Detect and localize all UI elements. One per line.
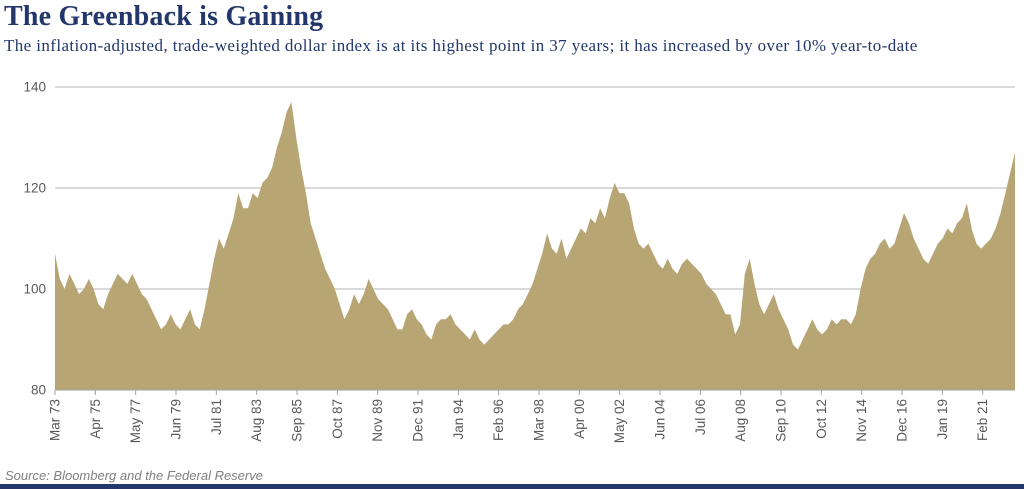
x-axis-label: Jul 06 — [693, 399, 708, 435]
x-axis-label: Apr 00 — [572, 399, 587, 439]
y-axis-label: 80 — [31, 383, 46, 398]
x-axis-label: Dec 91 — [411, 399, 426, 442]
x-axis-label: Sep 85 — [290, 399, 305, 442]
x-axis-label: May 02 — [612, 399, 627, 443]
x-axis-label: Aug 08 — [733, 399, 748, 442]
x-axis-label: Oct 87 — [330, 399, 345, 439]
x-axis-label: Oct 12 — [814, 399, 829, 439]
x-axis-label: Nov 14 — [854, 399, 869, 442]
x-axis-label: Jan 94 — [451, 399, 466, 440]
x-axis-label: Feb 21 — [975, 399, 990, 441]
x-axis-label: Nov 89 — [370, 399, 385, 442]
x-axis-label: Sep 10 — [774, 399, 789, 442]
x-axis-label: May 77 — [128, 399, 143, 443]
footer-accent-bar — [0, 484, 1024, 489]
chart-subtitle: The inflation-adjusted, trade-weighted d… — [4, 36, 918, 55]
area-series — [55, 102, 1015, 390]
x-axis-label: Jan 19 — [935, 399, 950, 440]
page-title: The Greenback is Gaining — [4, 1, 324, 32]
x-axis-label: Jul 81 — [209, 399, 224, 435]
x-axis-label: Dec 16 — [895, 399, 910, 442]
x-axis-label: Mar 98 — [532, 399, 547, 441]
y-axis-label: 100 — [23, 282, 46, 297]
x-axis-label: Apr 75 — [88, 399, 103, 439]
x-axis-label: Aug 83 — [249, 399, 264, 442]
x-axis-label: Mar 73 — [48, 399, 63, 441]
x-axis-label: Jun 79 — [169, 399, 184, 440]
x-axis-label: Jun 04 — [653, 399, 668, 440]
y-axis-label: 140 — [23, 80, 46, 95]
y-axis-label: 120 — [23, 181, 46, 196]
source-note: Source: Bloomberg and the Federal Reserv… — [5, 468, 263, 483]
x-axis-label: Feb 96 — [491, 399, 506, 441]
